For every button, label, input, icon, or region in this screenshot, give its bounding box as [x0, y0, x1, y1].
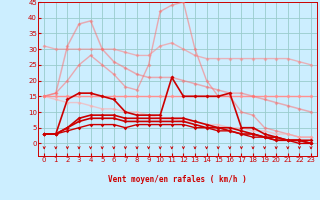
X-axis label: Vent moyen/en rafales ( km/h ): Vent moyen/en rafales ( km/h )	[108, 174, 247, 184]
